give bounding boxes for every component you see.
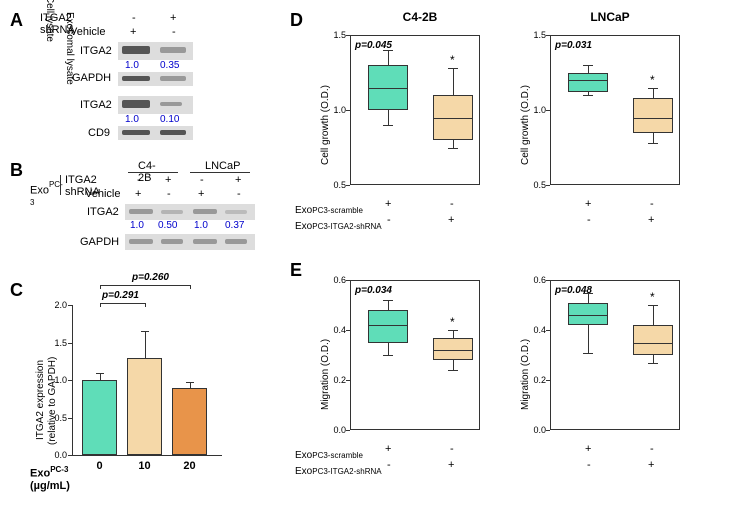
minus: -: [450, 443, 454, 455]
band: [161, 210, 183, 214]
plus: +: [385, 198, 391, 210]
plus: +: [130, 26, 136, 38]
itga2-label: ITGA2: [87, 206, 119, 218]
minus: -: [172, 26, 176, 38]
panel-d-label: D: [290, 10, 303, 31]
quant: 0.35: [160, 60, 179, 71]
band: [122, 130, 150, 135]
band: [122, 46, 150, 54]
val: +: [235, 174, 241, 186]
plus: +: [448, 214, 454, 226]
panel-a-label: A: [10, 10, 23, 31]
quant: 1.0: [194, 220, 208, 231]
bracket: [60, 175, 61, 195]
minus: -: [587, 214, 591, 226]
box-chart: 0.00.20.40.6Migration (O.D.)*p=0.048: [530, 280, 690, 430]
legend-row2: ExoPC3-ITGA2-shRNA: [295, 216, 382, 234]
band: [122, 76, 150, 81]
quant: 0.10: [160, 114, 179, 125]
gapdh-label: GAPDH: [80, 236, 119, 248]
blot-bg: [125, 204, 255, 220]
blot-bg: [125, 234, 255, 250]
plus: +: [385, 443, 391, 455]
band: [129, 239, 153, 244]
itga2-label: ITGA2: [80, 99, 112, 111]
minus: -: [650, 198, 654, 210]
underline: [190, 172, 250, 173]
minus: -: [650, 443, 654, 455]
minus: -: [587, 459, 591, 471]
blot-bg: [118, 72, 193, 86]
plus: +: [448, 459, 454, 471]
cd9-label: CD9: [88, 127, 110, 139]
plus: +: [585, 443, 591, 455]
lncap-title: LNCaP: [550, 10, 670, 24]
band: [160, 102, 182, 106]
plus: +: [648, 214, 654, 226]
xlabel: ExoPC-3 (µg/mL): [30, 465, 70, 492]
blot-bg: [118, 42, 193, 60]
val: -: [167, 188, 171, 200]
band: [225, 210, 247, 214]
blot-bg: [118, 126, 193, 140]
plus: +: [585, 198, 591, 210]
gapdh-label: GAPDH: [72, 72, 111, 84]
band: [129, 209, 153, 214]
vehicle-label: Vehicle: [85, 188, 120, 200]
quant: 1.0: [125, 114, 139, 125]
quant: 0.50: [158, 220, 177, 231]
quant: 0.37: [225, 220, 244, 231]
underline: [128, 172, 178, 173]
exosomal-lysate-label: Exosomal lysate: [64, 12, 75, 92]
c42b-title: C4-2B: [360, 10, 480, 24]
val: -: [200, 174, 204, 186]
band: [122, 100, 150, 108]
plus: +: [648, 459, 654, 471]
band: [160, 47, 186, 53]
minus: -: [387, 459, 391, 471]
legend-row2: ExoPC3-ITGA2-shRNA: [295, 461, 382, 479]
band: [193, 209, 217, 214]
quant: 1.0: [130, 220, 144, 231]
band: [161, 239, 183, 244]
panel-e-label: E: [290, 260, 302, 281]
cell-lysate-label: Cell lysate: [44, 0, 55, 42]
val: +: [198, 188, 204, 200]
band: [160, 130, 186, 135]
ylabel: ITGA2 expression: [35, 360, 46, 440]
box-chart: 0.51.01.5Cell growth (O.D.)*p=0.045: [330, 35, 490, 185]
val: -: [137, 174, 141, 186]
panel-b-label: B: [10, 160, 23, 181]
bar-chart: 0.00.51.01.52.001020p=0.291p=0.260: [72, 305, 222, 455]
minus: -: [132, 12, 136, 24]
exo-label: ExoPC-3: [30, 180, 63, 217]
minus: -: [450, 198, 454, 210]
blot-bg: [118, 96, 193, 114]
band: [225, 239, 247, 244]
panel-c-label: C: [10, 280, 23, 301]
val: -: [237, 188, 241, 200]
lncap-header: LNCaP: [205, 160, 240, 172]
ylabel2: (relative to GAPDH): [47, 357, 58, 445]
plus: +: [170, 12, 176, 24]
itga2-label: ITGA2: [80, 45, 112, 57]
minus: -: [387, 214, 391, 226]
val: +: [135, 188, 141, 200]
val: +: [165, 174, 171, 186]
vehicle-label: Vehicle: [70, 26, 105, 38]
box-chart: 0.51.01.5Cell growth (O.D.)*p=0.031: [530, 35, 690, 185]
box-chart: 0.00.20.40.6Migration (O.D.)*p=0.034: [330, 280, 490, 430]
quant: 1.0: [125, 60, 139, 71]
band: [193, 239, 217, 244]
band: [160, 76, 186, 81]
